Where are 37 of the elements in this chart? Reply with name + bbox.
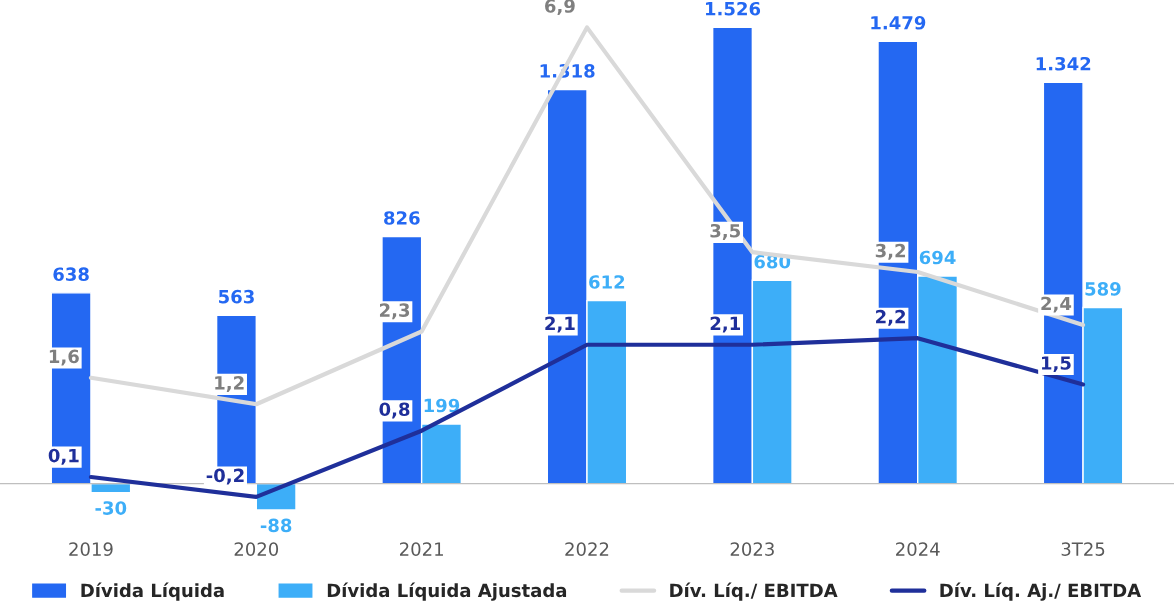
- data-label: 563: [219, 289, 254, 304]
- data-label: -30: [95, 501, 127, 515]
- data-label: 1.342: [1036, 56, 1091, 71]
- data-label: 0,1: [48, 448, 79, 465]
- x-tick-label: 2020: [234, 542, 279, 556]
- x-tick-label: 2023: [730, 542, 774, 556]
- x-tick-label: 2021: [400, 542, 443, 556]
- data-label: 1,2: [215, 375, 244, 392]
- data-label: 3,2: [875, 243, 906, 260]
- data-label: 589: [1085, 282, 1121, 296]
- x-tick-label: 3T25: [1061, 542, 1105, 556]
- data-label: 826: [384, 211, 420, 225]
- data-label: 2,4: [1041, 296, 1072, 313]
- data-label: -88: [260, 518, 292, 533]
- data-label: 694: [919, 250, 956, 265]
- data-label: 2,2: [876, 309, 906, 326]
- data-label: 3,5: [710, 223, 740, 240]
- data-label: 2,3: [379, 303, 410, 320]
- data-label: 1.526: [705, 1, 761, 16]
- x-tick-label: 2019: [69, 542, 113, 556]
- legend-label: Dívida Líquida Ajustada: [327, 582, 567, 601]
- data-label: 1.479: [871, 15, 926, 30]
- data-label: 638: [53, 267, 89, 282]
- x-tick-label: 2022: [565, 542, 609, 556]
- legend-label: Dív. Líq. Aj./ EBITDA: [940, 582, 1142, 601]
- data-label: 1,5: [1042, 356, 1071, 373]
- legend-label: Dív. Líq./ EBITDA: [670, 582, 838, 601]
- data-label: -0,2: [206, 468, 244, 485]
- data-label: 2,1: [710, 316, 740, 333]
- data-label: 612: [589, 275, 625, 289]
- data-label: 199: [424, 398, 460, 413]
- x-tick-label: 2024: [896, 542, 940, 556]
- data-label: 0,8: [379, 402, 410, 419]
- data-label: 1,6: [49, 349, 79, 366]
- legend-label: Dívida Líquida: [81, 582, 224, 601]
- data-label: 2,1: [545, 316, 575, 333]
- data-label: 6,9: [545, 0, 575, 16]
